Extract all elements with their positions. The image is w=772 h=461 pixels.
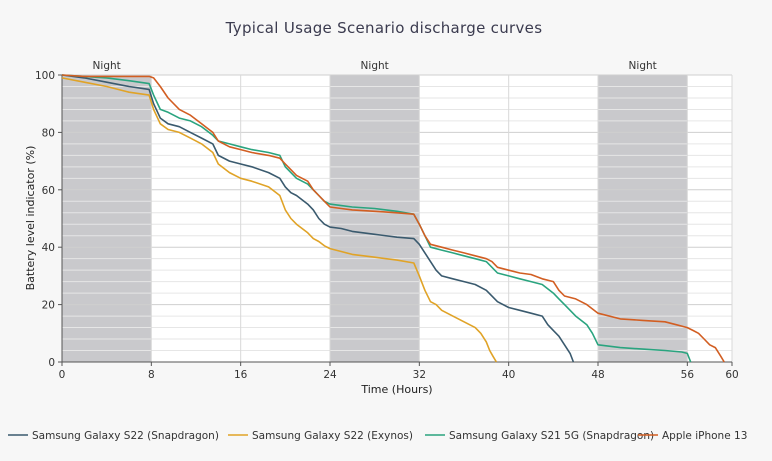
legend-label-1: Samsung Galaxy S22 (Snapdragon) [32, 430, 219, 442]
night-band-2 [330, 75, 420, 362]
y-tick-label: 40 [42, 242, 55, 254]
y-tick-label: 80 [42, 127, 55, 139]
night-band-1 [62, 75, 152, 362]
x-tick-label: 56 [681, 369, 695, 381]
y-tick-label: 20 [42, 300, 55, 312]
series-line-4 [61, 74, 725, 363]
x-tick-label: 60 [725, 369, 738, 381]
legend-label-2: Samsung Galaxy S22 (Exynos) [252, 430, 413, 442]
x-tick-label: 40 [502, 369, 515, 381]
x-tick-label: 16 [234, 369, 248, 381]
y-axis-title: Battery level indicator (%) [24, 146, 37, 291]
y-tick-label: 100 [35, 70, 55, 82]
night-bands: Night Night Night [62, 60, 688, 362]
x-tick-label: 0 [59, 369, 66, 381]
y-tick-label: 60 [42, 185, 55, 197]
series-line-2 [61, 77, 498, 363]
x-tick-label: 48 [591, 369, 604, 381]
series-line-3 [61, 74, 692, 363]
x-tick-label: 24 [323, 369, 337, 381]
night-band-label-2: Night [361, 60, 389, 72]
series-lines [61, 74, 725, 363]
legend-label-4: Apple iPhone 13 [662, 430, 747, 442]
legend: Samsung Galaxy S22 (Snapdragon) Samsung G… [8, 430, 747, 442]
x-axis-title: Time (Hours) [360, 383, 432, 396]
series-line-1 [61, 74, 575, 363]
legend-label-3: Samsung Galaxy S21 5G (Snapdragon) [449, 430, 654, 442]
night-band-label-1: Night [93, 60, 121, 72]
night-band-label-3: Night [629, 60, 657, 72]
axes: 0 8 16 24 32 40 48 56 60 0 20 40 60 80 100 [35, 70, 739, 381]
night-band-3 [598, 75, 688, 362]
x-tick-label: 8 [148, 369, 155, 381]
y-tick-label: 0 [48, 357, 55, 369]
chart-title: Typical Usage Scenario discharge curves [225, 19, 543, 37]
x-tick-label: 32 [413, 369, 426, 381]
